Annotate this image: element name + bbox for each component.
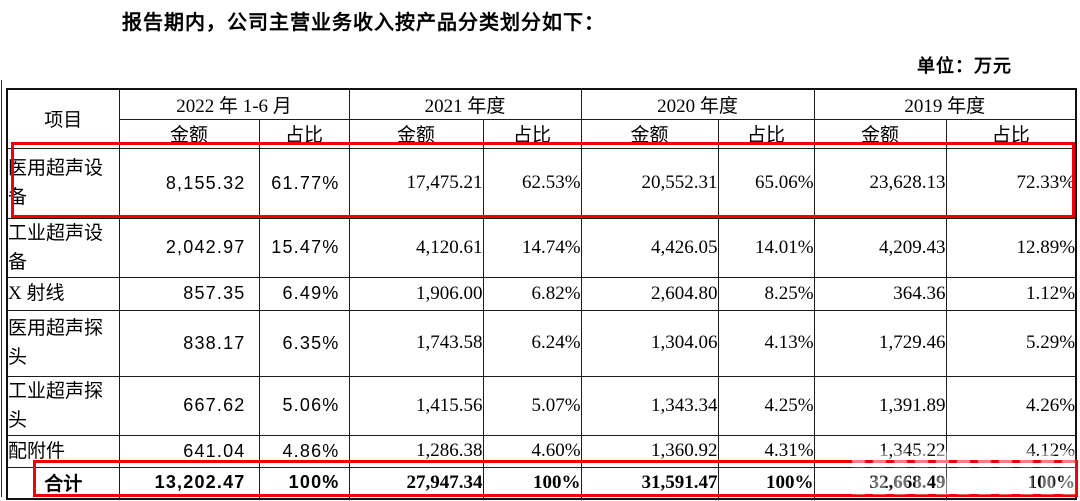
cell-ratio-2019: 1.12% bbox=[945, 276, 1077, 311]
period-header-2022: 2022 年 1-6 月 bbox=[118, 88, 350, 120]
cell-ratio-2021: 14.74% bbox=[482, 217, 582, 278]
cell-amount-2020: 1,304.06 bbox=[580, 309, 719, 377]
cell-amount-2021: 1,286.38 bbox=[348, 434, 484, 468]
row-label: 医用超声设备 bbox=[6, 147, 120, 219]
cell-ratio-2021: 5.07% bbox=[482, 375, 582, 436]
cell-ratio-2021: 4.60% bbox=[482, 434, 582, 468]
cell-amount-2020: 31,591.47 bbox=[580, 466, 719, 500]
amount-header-2021: 金额 bbox=[348, 118, 484, 149]
cell-ratio-2019: 4.26% bbox=[945, 375, 1077, 436]
period-header-2019: 2019 年度 bbox=[813, 88, 1077, 120]
cell-amount-2020: 20,552.31 bbox=[580, 147, 719, 219]
cell-ratio-2020: 4.31% bbox=[717, 434, 815, 468]
header-row-metrics: 金额 占比 金额 占比 金额 占比 金额 占比 bbox=[7, 118, 1077, 149]
amount-header-2019: 金额 bbox=[813, 118, 947, 149]
cell-ratio-2021: 6.82% bbox=[482, 276, 582, 311]
row-label: 工业超声设备 bbox=[6, 217, 120, 278]
cell-ratio-2019: 4.12% bbox=[945, 434, 1077, 468]
cell-amount-2019: 4,209.43 bbox=[813, 217, 947, 278]
cell-amount-2019: 23,628.13 bbox=[813, 147, 947, 219]
document-title: 报告期内，公司主营业务收入按产品分类划分如下： bbox=[122, 12, 605, 34]
cell-ratio-2022: 61.77% bbox=[258, 147, 350, 219]
row-label: X 射线 bbox=[6, 276, 120, 311]
cell-amount-2022: 641.04 bbox=[118, 434, 260, 468]
cell-amount-2020: 4,426.05 bbox=[580, 217, 719, 278]
cell-amount-2022: 667.62 bbox=[118, 375, 260, 436]
row-label: 医用超声探头 bbox=[6, 309, 120, 377]
cell-amount-2022: 8,155.32 bbox=[118, 147, 260, 219]
table-row-medical-ultrasound-probe: 医用超声探头 838.17 6.35% 1,743.58 6.24% 1,304… bbox=[6, 309, 1077, 377]
ratio-header-2022: 占比 bbox=[258, 118, 350, 149]
cell-ratio-2022: 15.47% bbox=[258, 217, 350, 278]
table-row-total: 合计 13,202.47 100% 27,947.34 100% 31,591.… bbox=[6, 466, 1077, 500]
cell-amount-2021: 17,475.21 bbox=[348, 147, 484, 219]
cell-amount-2021: 4,120.61 bbox=[348, 217, 484, 278]
row-label: 工业超声探头 bbox=[6, 375, 120, 436]
header-row-periods: 项目 2022 年 1-6 月 2021 年度 2020 年度 2019 年度 bbox=[6, 88, 1077, 149]
cell-ratio-2022: 100% bbox=[258, 466, 350, 500]
cell-amount-2021: 27,947.34 bbox=[348, 466, 484, 500]
table-row-industrial-ultrasound-probe: 工业超声探头 667.62 5.06% 1,415.56 5.07% 1,343… bbox=[6, 375, 1077, 436]
cell-ratio-2020: 8.25% bbox=[717, 276, 815, 311]
cell-amount-2019: 1,391.89 bbox=[813, 375, 947, 436]
cell-ratio-2021: 6.24% bbox=[482, 309, 582, 377]
revenue-by-product-table: 项目 2022 年 1-6 月 2021 年度 2020 年度 2019 年度 … bbox=[6, 88, 1078, 500]
cell-ratio-2020: 4.13% bbox=[717, 309, 815, 377]
cell-ratio-2020: 65.06% bbox=[717, 147, 815, 219]
cell-ratio-2022: 5.06% bbox=[258, 375, 350, 436]
cell-ratio-2019: 5.29% bbox=[945, 309, 1077, 377]
cell-ratio-2020: 4.25% bbox=[717, 375, 815, 436]
cell-ratio-2022: 6.35% bbox=[258, 309, 350, 377]
amount-header-2022: 金额 bbox=[118, 118, 260, 149]
ratio-header-2021: 占比 bbox=[482, 118, 582, 149]
cell-ratio-2019: 12.89% bbox=[945, 217, 1077, 278]
cell-ratio-2022: 4.86% bbox=[258, 434, 350, 468]
cell-amount-2020: 1,360.92 bbox=[580, 434, 719, 468]
cell-amount-2019: 364.36 bbox=[813, 276, 947, 311]
cell-ratio-2019: 100% bbox=[945, 466, 1077, 500]
ratio-header-2020: 占比 bbox=[717, 118, 815, 149]
cell-ratio-2021: 62.53% bbox=[482, 147, 582, 219]
cell-ratio-2019: 72.33% bbox=[945, 147, 1077, 219]
corner-header: 项目 bbox=[6, 88, 120, 149]
cell-ratio-2020: 100% bbox=[717, 466, 815, 500]
period-header-2021: 2021 年度 bbox=[348, 88, 582, 120]
cell-amount-2020: 2,604.80 bbox=[580, 276, 719, 311]
cell-amount-2022: 857.35 bbox=[118, 276, 260, 311]
cell-ratio-2021: 100% bbox=[482, 466, 582, 500]
cell-ratio-2022: 6.49% bbox=[258, 276, 350, 311]
row-label: 合计 bbox=[6, 466, 120, 500]
table-row-accessories: 配附件 641.04 4.86% 1,286.38 4.60% 1,360.92… bbox=[6, 434, 1077, 468]
cell-amount-2021: 1,743.58 bbox=[348, 309, 484, 377]
page-edge-line bbox=[1, 80, 2, 497]
ratio-header-2019: 占比 bbox=[945, 118, 1077, 149]
cell-amount-2021: 1,906.00 bbox=[348, 276, 484, 311]
cell-amount-2019: 32,668.49 bbox=[813, 466, 947, 500]
row-label: 配附件 bbox=[6, 434, 120, 468]
amount-header-2020: 金额 bbox=[580, 118, 719, 149]
cell-amount-2020: 1,343.34 bbox=[580, 375, 719, 436]
cell-amount-2022: 2,042.97 bbox=[118, 217, 260, 278]
table-row-medical-ultrasound-equipment: 医用超声设备 8,155.32 61.77% 17,475.21 62.53% … bbox=[6, 147, 1077, 219]
cell-amount-2022: 838.17 bbox=[118, 309, 260, 377]
cell-amount-2022: 13,202.47 bbox=[118, 466, 260, 500]
table-row-industrial-ultrasound-equipment: 工业超声设备 2,042.97 15.47% 4,120.61 14.74% 4… bbox=[6, 217, 1077, 278]
period-header-2020: 2020 年度 bbox=[580, 88, 815, 120]
cell-ratio-2020: 14.01% bbox=[717, 217, 815, 278]
table-row-xray: X 射线 857.35 6.49% 1,906.00 6.82% 2,604.8… bbox=[6, 276, 1077, 311]
cell-amount-2021: 1,415.56 bbox=[348, 375, 484, 436]
cell-amount-2019: 1,345.22 bbox=[813, 434, 947, 468]
unit-label: 单位：万元 bbox=[917, 56, 1012, 76]
cell-amount-2019: 1,729.46 bbox=[813, 309, 947, 377]
